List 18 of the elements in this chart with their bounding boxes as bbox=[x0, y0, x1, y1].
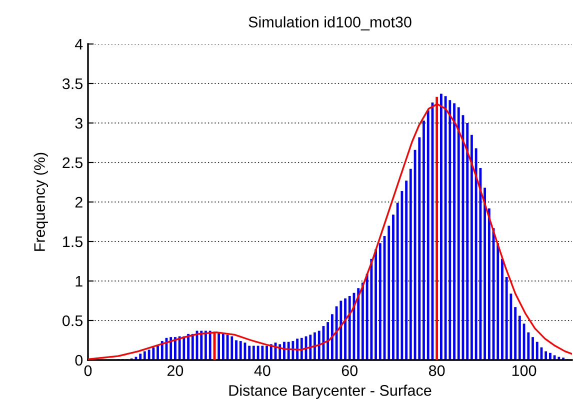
x-axis-title: Distance Barycenter - Surface bbox=[229, 384, 432, 399]
y-axis-title: Frequency (%) bbox=[34, 152, 48, 251]
x-tick-label: 60 bbox=[342, 365, 358, 376]
y-tick-label: 1 bbox=[76, 276, 82, 287]
x-tick-label: 100 bbox=[512, 365, 536, 376]
y-tick-label: 0 bbox=[75, 354, 83, 366]
x-tick-label: 40 bbox=[254, 365, 270, 376]
chart-title: Simulation id100_mot30 bbox=[248, 16, 412, 30]
x-tick-label: 0 bbox=[84, 365, 92, 376]
y-tick-label: 3.5 bbox=[62, 78, 82, 90]
y-tick-label: 3 bbox=[75, 118, 82, 129]
y-tick-label: 4 bbox=[74, 39, 83, 50]
y-tick-label: 1.5 bbox=[63, 236, 82, 248]
y-tick-label: 2.5 bbox=[62, 157, 82, 168]
x-tick-label: 20 bbox=[167, 365, 184, 376]
y-tick-label: 0.5 bbox=[62, 315, 82, 326]
x-tick-label: 80 bbox=[428, 365, 445, 376]
y-tick-label: 2 bbox=[75, 196, 82, 208]
